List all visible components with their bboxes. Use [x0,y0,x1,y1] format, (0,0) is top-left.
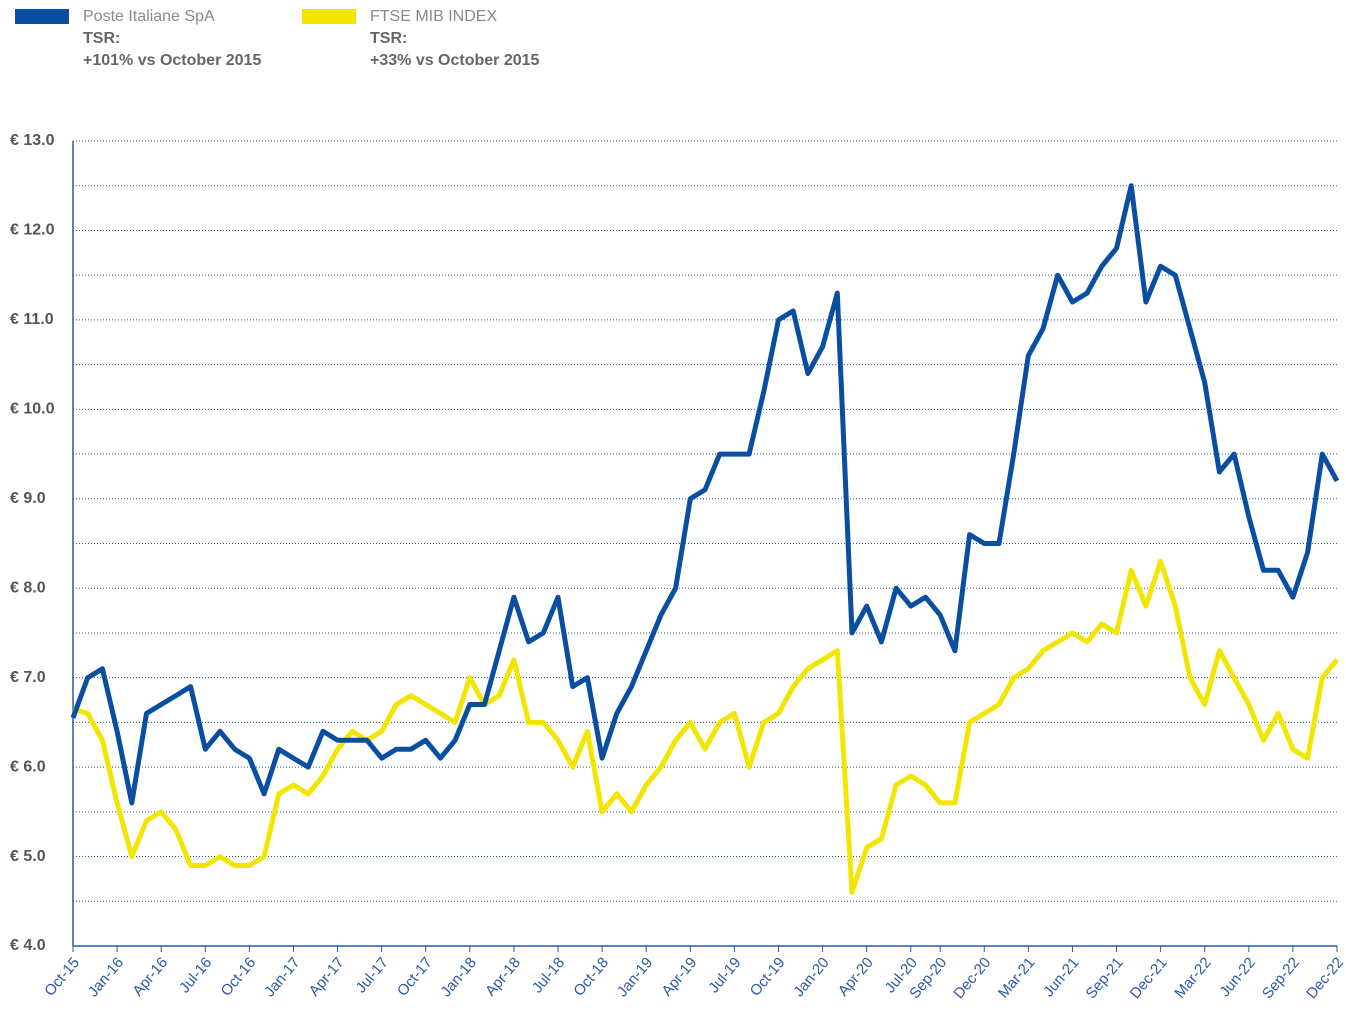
x-tick-label: Apr-18 [482,954,524,999]
legend-swatch [302,9,356,24]
x-tick-label: Jul-18 [529,954,568,996]
x-tick-label: Jan-17 [261,954,304,1000]
x-tick-label: Sep-21 [1083,954,1127,1002]
x-tick-label: Dec-21 [1127,954,1171,1002]
series-line [72,558,1339,895]
x-tick-label: Apr-16 [129,954,171,999]
x-tick-label: Jan-18 [437,954,480,1000]
x-tick-label: Dec-20 [950,954,994,1002]
legend-swatch [15,9,69,24]
y-tick-label: € 13.0 [10,132,55,149]
x-tick-label: Jan-19 [614,954,657,1000]
y-tick-label: € 9.0 [10,490,46,507]
x-tick-label: Jun-22 [1216,954,1259,1000]
y-tick-label: € 10.0 [10,401,55,418]
x-tick-label: Apr-20 [835,954,877,999]
x-tick-label: Dec-22 [1303,954,1346,1002]
x-tick-label: Mar-22 [1171,954,1215,1001]
legend-note: TSR: [83,30,120,47]
y-tick-label: € 5.0 [10,848,46,865]
x-tick-label: Apr-17 [306,954,348,999]
legend-note: +101% vs October 2015 [83,52,261,69]
y-tick-label: € 4.0 [10,937,46,954]
x-tick-label: Jul-16 [176,954,215,996]
series-line [70,183,1340,806]
x-tick-label: Mar-21 [995,954,1039,1001]
x-tick-label: Jul-19 [705,954,744,996]
y-tick-label: € 6.0 [10,758,46,775]
x-tick-label: Sep-22 [1259,954,1303,1002]
y-tick-label: € 11.0 [10,311,54,328]
legend-label: FTSE MIB INDEX [370,8,497,25]
x-tick-label: Oct-15 [41,954,83,999]
legend-note: TSR: [370,30,407,47]
y-tick-label: € 8.0 [10,579,46,596]
y-tick-label: € 12.0 [10,222,55,239]
x-tick-label: Oct-18 [570,954,612,999]
x-tick-label: Apr-19 [658,954,700,999]
x-tick-label: Jun-21 [1040,954,1083,1000]
x-tick-label: Jan-20 [790,954,833,1000]
legend-note: +33% vs October 2015 [370,52,540,69]
x-tick-label: Oct-19 [747,954,789,999]
x-tick-label: Jan-16 [85,954,128,1000]
x-tick-label: Oct-16 [218,954,260,999]
x-tick-label: Oct-17 [394,954,436,999]
x-tick-label: Jul-17 [352,954,391,996]
y-tick-label: € 7.0 [10,669,46,686]
legend-label: Poste Italiane SpA [83,8,215,25]
